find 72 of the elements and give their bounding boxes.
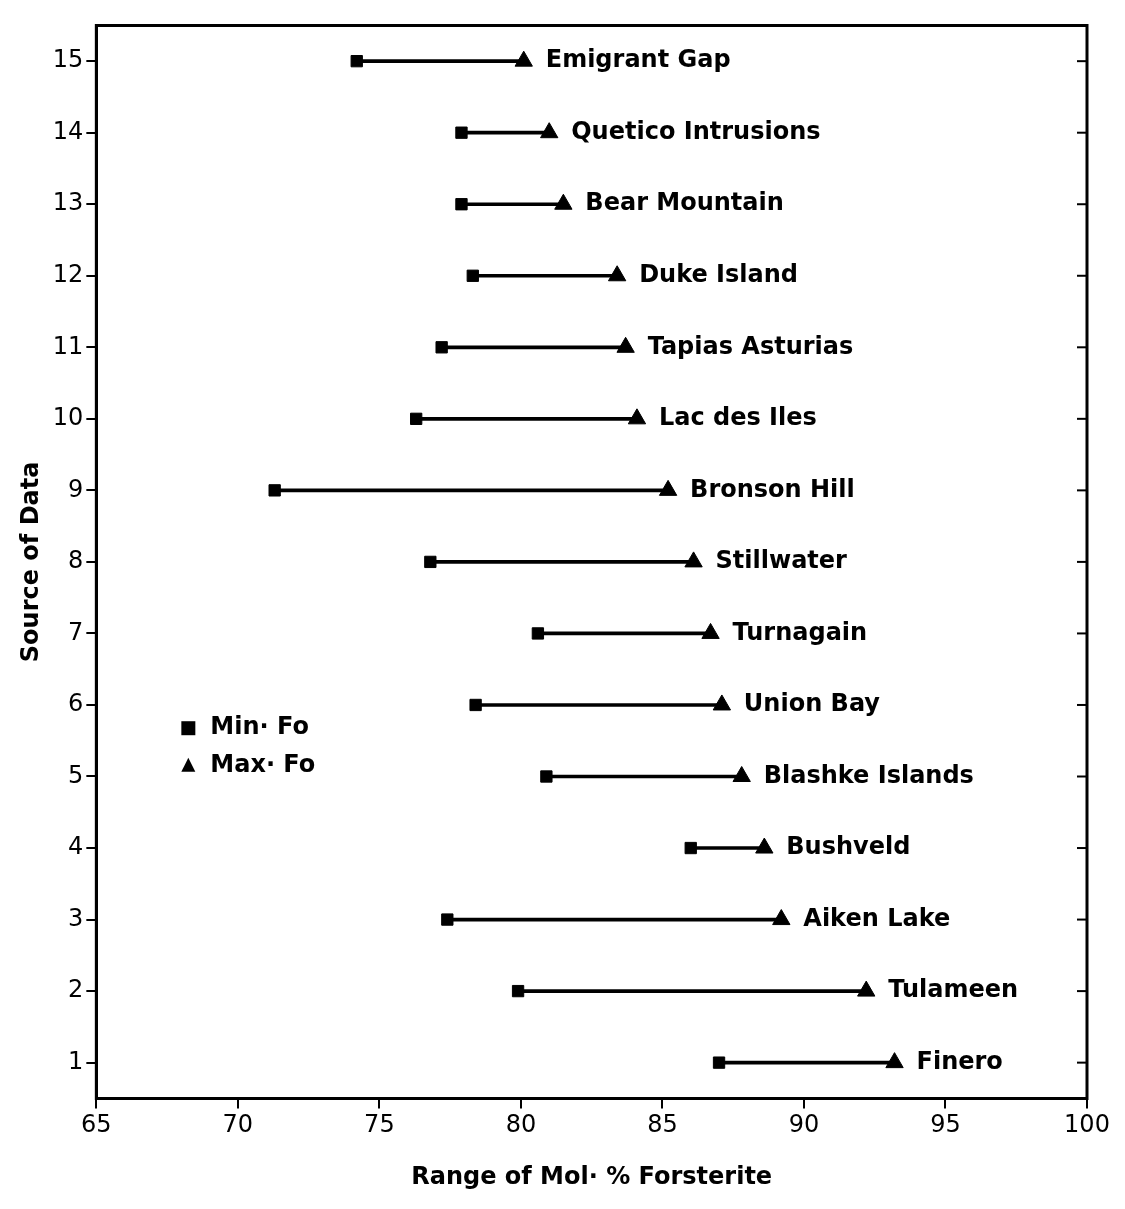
annotation: Aiken Lake bbox=[803, 903, 951, 932]
x-tick-label: 100 bbox=[1064, 1110, 1110, 1139]
point bbox=[531, 627, 545, 640]
annotation: Quetico Intrusions bbox=[571, 116, 821, 145]
x-tick-label: 95 bbox=[930, 1110, 961, 1139]
annotation: Bronson Hill bbox=[690, 474, 855, 503]
y-tick-label: 13 bbox=[52, 188, 84, 217]
y-tick-label: 15 bbox=[52, 45, 84, 74]
point bbox=[441, 913, 454, 926]
annotation: Bushveld bbox=[786, 832, 911, 861]
y-tick-label: 6 bbox=[68, 689, 84, 718]
legend-label: Max· Fo bbox=[210, 750, 316, 779]
annotation: Turnagain bbox=[732, 617, 868, 646]
point bbox=[772, 909, 791, 926]
point bbox=[554, 193, 573, 210]
y-tick-label: 4 bbox=[68, 832, 84, 861]
x-tick-label: 80 bbox=[505, 1110, 537, 1139]
point bbox=[469, 698, 482, 712]
y-tick-label: 12 bbox=[52, 260, 84, 288]
point bbox=[616, 336, 635, 353]
point bbox=[514, 50, 533, 67]
point bbox=[712, 694, 732, 711]
point bbox=[466, 269, 479, 282]
y-tick-label: 5 bbox=[68, 760, 84, 789]
point bbox=[540, 122, 559, 139]
annotation: Duke Island bbox=[639, 260, 798, 288]
point bbox=[424, 555, 437, 569]
point bbox=[627, 408, 647, 425]
point bbox=[857, 980, 876, 997]
legend-label: Min· Fo bbox=[210, 712, 309, 741]
x-axis-title: Range of Mol· % Forsterite bbox=[411, 1161, 773, 1190]
point bbox=[684, 841, 697, 855]
y-tick-label: 9 bbox=[68, 474, 84, 503]
y-tick-label: 8 bbox=[68, 546, 84, 575]
point bbox=[511, 984, 525, 998]
point bbox=[732, 766, 751, 782]
point bbox=[350, 55, 363, 68]
annotation: Blashke Islands bbox=[763, 760, 974, 789]
y-tick-label: 2 bbox=[68, 975, 84, 1004]
point bbox=[540, 770, 553, 783]
annotation: Tapias Asturias bbox=[647, 331, 854, 360]
y-tick-label: 10 bbox=[52, 403, 84, 432]
point bbox=[268, 484, 281, 497]
y-tick-label: 14 bbox=[52, 116, 84, 145]
y-tick-label: 7 bbox=[68, 617, 84, 646]
annotation: Lac des Iles bbox=[658, 403, 817, 432]
point bbox=[455, 126, 468, 139]
point bbox=[435, 341, 448, 354]
x-tick-label: 70 bbox=[222, 1110, 254, 1139]
annotation: Union Bay bbox=[743, 689, 881, 718]
point bbox=[684, 551, 703, 568]
annotation: Emigrant Gap bbox=[545, 45, 731, 74]
annotation: Tulameen bbox=[888, 975, 1019, 1004]
y-tick-label: 1 bbox=[68, 1046, 84, 1075]
point bbox=[455, 198, 468, 211]
point bbox=[410, 412, 423, 425]
annotation: Finero bbox=[916, 1046, 1003, 1075]
y-tick-label: 11 bbox=[52, 331, 84, 360]
x-tick-label: 85 bbox=[647, 1110, 678, 1139]
point bbox=[701, 622, 720, 639]
x-tick-label: 90 bbox=[788, 1110, 820, 1139]
x-tick-label: 75 bbox=[364, 1110, 395, 1139]
point bbox=[607, 265, 627, 282]
x-tick-label: 65 bbox=[81, 1110, 112, 1139]
annotation: Stillwater bbox=[715, 546, 848, 575]
point bbox=[755, 837, 774, 854]
point bbox=[658, 479, 678, 496]
point bbox=[885, 1052, 904, 1069]
y-axis-title: Source of Data bbox=[15, 461, 44, 663]
y-tick-label: 3 bbox=[68, 903, 84, 932]
point bbox=[712, 1056, 726, 1069]
annotation: Bear Mountain bbox=[585, 188, 784, 217]
